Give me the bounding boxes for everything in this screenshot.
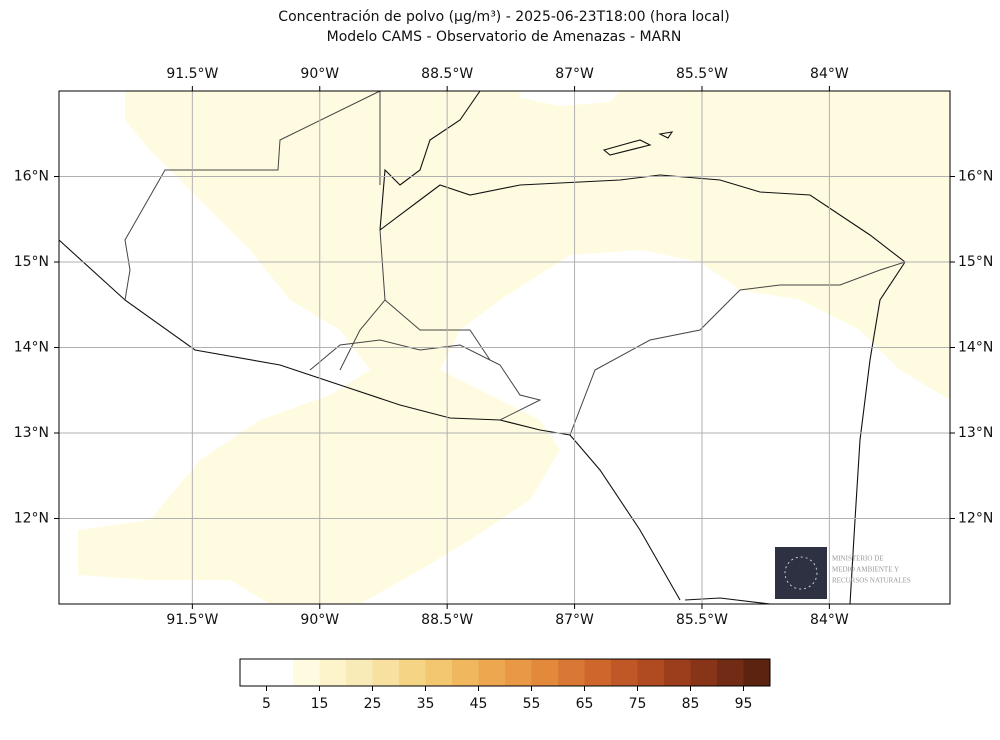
colorbar-segment	[452, 659, 479, 686]
colorbar-segment	[664, 659, 691, 686]
lat-label: 14°N	[958, 340, 993, 356]
lat-label: 16°N	[14, 169, 49, 185]
colorbar-label: 85	[682, 696, 700, 712]
colorbar-segment	[478, 659, 505, 686]
colorbar-segment	[399, 659, 426, 686]
colorbar-segment	[425, 659, 452, 686]
lon-label: 87°W	[555, 66, 594, 82]
graticule	[59, 91, 950, 604]
logo-ring	[784, 556, 818, 590]
lon-label: 91.5°W	[166, 66, 218, 82]
colorbar-segment	[531, 659, 558, 686]
colorbar-label: 65	[576, 696, 594, 712]
colorbar-label: 35	[417, 696, 435, 712]
lat-label: 14°N	[14, 340, 49, 356]
colorbar-label: 45	[470, 696, 488, 712]
lat-label: 12°N	[14, 511, 49, 527]
colorbar-label: 75	[629, 696, 647, 712]
lat-label: 15°N	[14, 254, 49, 270]
lon-label: 88.5°W	[421, 612, 473, 628]
logo-text: RECURSOS NATURALES	[832, 577, 911, 585]
lon-label: 90°W	[300, 612, 339, 628]
colorbar-segment	[584, 659, 611, 686]
lon-label: 88.5°W	[421, 66, 473, 82]
colorbar-segment	[717, 659, 744, 686]
colorbar-label: 5	[262, 696, 271, 712]
colorbar-segment	[240, 659, 293, 686]
lon-label: 87°W	[555, 612, 594, 628]
subtitle: Modelo CAMS - Observatorio de Amenazas -…	[327, 29, 682, 45]
lat-label: 13°N	[14, 425, 49, 441]
lat-label: 15°N	[958, 254, 993, 270]
colorbar-segment	[743, 659, 770, 686]
colorbar-label: 95	[735, 696, 753, 712]
colorbar-segment	[558, 659, 585, 686]
title: Concentración de polvo (µg/m³) - 2025-06…	[278, 9, 729, 25]
colorbar-segment	[372, 659, 399, 686]
lon-label: 85.5°W	[676, 66, 728, 82]
dust-area	[78, 91, 950, 604]
colorbar-segment	[637, 659, 664, 686]
colorbar-segment	[690, 659, 717, 686]
borders	[124, 90, 906, 436]
colorbar-segment	[505, 659, 532, 686]
colorbar-label: 25	[364, 696, 382, 712]
colorbar-segment	[346, 659, 373, 686]
lat-label: 13°N	[958, 425, 993, 441]
logo-text: MINISTERIO DE	[832, 555, 884, 563]
colorbar-segment	[319, 659, 346, 686]
colorbar: 5 15 25 35 45 55 65 75 85 95	[239, 658, 771, 712]
logo-emblem	[775, 547, 827, 599]
coastlines	[58, 90, 906, 605]
lon-label: 85.5°W	[676, 612, 728, 628]
lon-label: 91.5°W	[166, 612, 218, 628]
map: MINISTERIO DE MEDIO AMBIENTE Y RECURSOS …	[58, 90, 951, 605]
logo-text: MEDIO AMBIENTE Y	[832, 566, 899, 574]
lon-label: 84°W	[810, 66, 849, 82]
lat-label: 12°N	[958, 511, 993, 527]
colorbar-label: 55	[523, 696, 541, 712]
colorbar-label: 15	[311, 696, 329, 712]
colorbar-segment	[611, 659, 638, 686]
lon-label: 84°W	[810, 612, 849, 628]
clear-area	[520, 91, 620, 106]
colorbar-frame	[239, 658, 771, 687]
colorbar-segment	[293, 659, 320, 686]
lon-label: 90°W	[300, 66, 339, 82]
lat-label: 16°N	[958, 169, 993, 185]
